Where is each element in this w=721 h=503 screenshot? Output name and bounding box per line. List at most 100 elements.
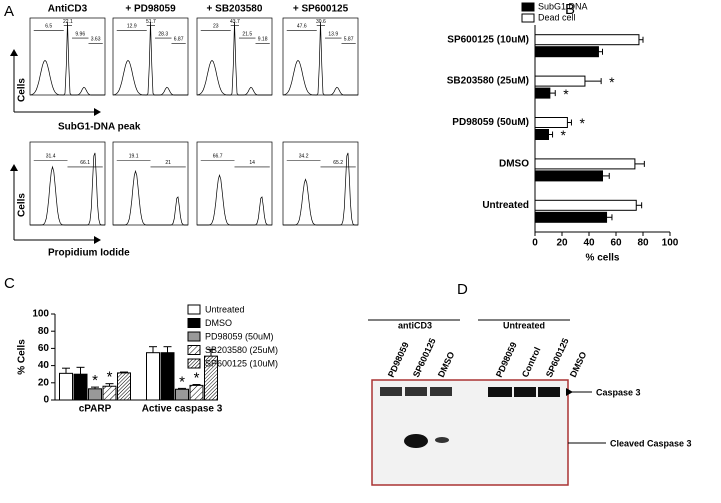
y-tick-label: PD98059 (50uM) [452,117,529,128]
bar [88,388,102,401]
bar [534,87,551,99]
legend-swatch [187,318,201,328]
gate-label: 51.7 [146,19,156,25]
legend-label: Untreated [205,304,245,314]
y-tick-label: SB203580 (25uM) [447,76,529,87]
y-tick-label: 100 [32,309,49,320]
histogram-trace [196,21,272,96]
histogram-frame [282,17,359,96]
histogram-trace [30,152,105,226]
legend-label: Dead cell [538,12,576,22]
histogram-trace [197,173,272,226]
bar [534,158,636,170]
gate-label: 12.9 [127,24,137,30]
band-label: Caspase 3 [596,387,641,397]
bar [175,388,189,401]
bar [102,385,117,401]
gate-label: 19.1 [129,154,139,160]
legend-swatch [187,331,201,342]
axis-label: Cells [17,78,28,102]
significance: * [92,372,98,389]
blot-group: antiCD3 [398,320,432,330]
gate-label: 22.1 [63,19,73,25]
bar [160,352,175,401]
lane-label: PD98059 [386,341,411,379]
y-tick-label: DMSO [499,159,529,170]
histogram-frame [282,141,359,226]
histogram-frame [196,17,273,96]
significance: * [563,86,569,102]
histogram-trace [113,169,188,226]
gate-label: 21.5 [242,31,252,37]
histogram-frame [29,17,106,96]
histogram-title: + SP600125 [293,4,349,15]
histogram-title: AntiCD3 [48,4,88,15]
legend-swatch [187,345,201,355]
bar [534,170,603,182]
histogram-frame [112,17,189,96]
panel-label: A [4,3,14,20]
lane-label: PD98059 [494,341,519,379]
bar [189,384,204,401]
bar [117,372,131,401]
gate-label: 5.87 [344,37,354,43]
x-axis-label: % cells [586,253,620,264]
legend-swatch [521,13,535,23]
gate-label: 31.4 [46,154,56,160]
western-blot [368,319,606,486]
blot-group: Untreated [503,320,545,330]
histogram-trace [283,152,358,226]
lane-label: SP600125 [411,337,438,379]
legend-label: SubG1 DNA [538,1,588,11]
y-axis-label: % Cells [17,339,28,375]
significance: * [194,369,200,386]
gate-label: 21 [165,160,171,166]
bar [534,129,549,140]
significance: * [579,115,585,131]
gate-label: 14 [249,160,255,166]
x-tick-label: 60 [610,238,622,249]
gate-label: 9.96 [75,31,85,37]
significance: * [179,373,185,390]
x-tick-label: Active caspase 3 [142,404,223,415]
panel-label: C [4,275,15,292]
x-tick-label: 20 [556,238,568,249]
bar [534,211,608,223]
significance: * [107,369,113,386]
bar [534,75,586,87]
legend-label: DMSO [205,318,232,328]
legend-label: PD98059 (50uM) [205,331,274,341]
bar [534,199,637,211]
significance: * [561,127,567,143]
bar [59,372,73,401]
gate-label: 9.18 [258,37,268,43]
histogram-trace [282,21,358,96]
panel-label: B [565,1,575,18]
y-tick-label: 80 [38,326,50,337]
gate-label: 13.9 [328,31,338,37]
y-tick-label: Untreated [482,200,529,211]
band-label: Cleaved Caspase 3 [610,438,692,448]
histogram-title: + SB203580 [207,4,263,15]
panel-label: D [457,281,468,298]
bar [534,117,568,128]
y-tick-label: 60 [38,343,50,354]
y-tick-label: 20 [38,377,50,388]
lane-label: DMSO [568,350,588,379]
axis-label: Cells [17,193,28,217]
y-tick-label: 0 [43,395,49,406]
y-tick-label: SP600125 (10uM) [447,34,529,45]
gate-label: 6.87 [174,37,184,43]
gate-label: 3.63 [91,37,101,43]
bar [534,34,640,46]
legend-label: SB203580 (25uM) [205,345,278,355]
histogram-frame [29,141,106,226]
histogram-frame [196,141,273,226]
lane-label: Control [520,346,543,379]
gate-label: 65.2 [333,160,343,166]
gate-label: 34.2 [299,154,309,160]
legend-swatch [187,304,201,315]
histogram-frame [112,141,189,226]
x-tick-label: 100 [662,238,679,249]
